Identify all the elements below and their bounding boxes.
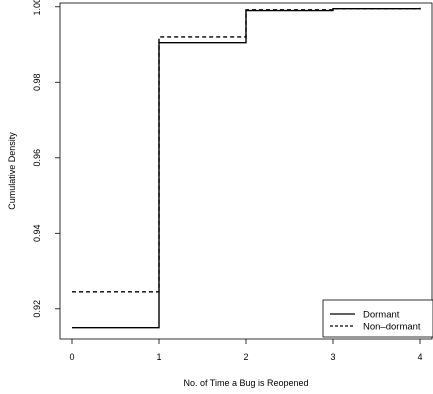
series-line-dormant xyxy=(72,7,421,329)
x-tick-label: 1 xyxy=(156,352,161,362)
plot-border xyxy=(59,2,433,340)
x-axis: 0 1 2 3 4 xyxy=(69,339,423,362)
series-layer xyxy=(72,7,421,329)
x-tick-label: 3 xyxy=(330,352,335,362)
x-tick-label: 2 xyxy=(243,352,248,362)
x-tick-label: 0 xyxy=(69,352,74,362)
y-tick-label: 0.98 xyxy=(32,74,42,92)
plot-frame xyxy=(59,2,433,340)
y-axis: 0.92 0.94 0.96 0.98 1.00 xyxy=(32,0,60,318)
x-tick-label: 4 xyxy=(417,352,422,362)
legend-label: Non–dormant xyxy=(363,322,421,333)
series-line-non-dormant xyxy=(72,7,421,293)
y-tick-label: 0.92 xyxy=(32,300,42,318)
y-tick-label: 0.96 xyxy=(32,149,42,167)
y-tick-label: 1.00 xyxy=(32,0,42,16)
y-tick-label: 0.94 xyxy=(32,225,42,243)
x-axis-label: No. of Time a Bug is Reopened xyxy=(183,378,308,388)
y-axis-label: Cumulative Density xyxy=(7,132,17,210)
legend-label: Dormant xyxy=(363,310,400,321)
legend-box xyxy=(322,299,433,338)
